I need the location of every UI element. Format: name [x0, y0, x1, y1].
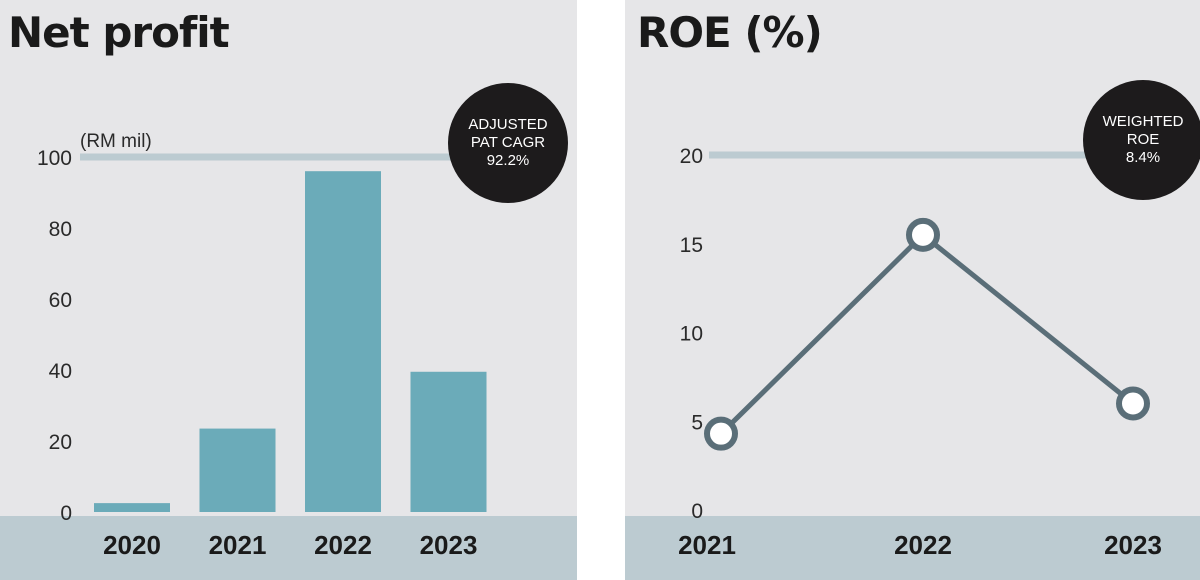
- x-tick-label: 2021: [678, 530, 736, 560]
- bar-2022: [305, 171, 381, 512]
- y-tick-label: 0: [60, 502, 72, 525]
- roe-line-chart: 0 5 10 15 20 2021 2022 2023: [678, 145, 1162, 560]
- bar-2023: [410, 371, 487, 512]
- badge-line-1: ADJUSTED: [468, 116, 548, 133]
- y-tick-label: 100: [37, 147, 72, 170]
- point-2022: [906, 217, 940, 252]
- net-profit-unit-label: (RM mil): [80, 131, 152, 152]
- badge-value: 8.4%: [1125, 149, 1161, 166]
- x-tick-label: 2020: [103, 530, 161, 560]
- adjusted-pat-cagr-badge: ADJUSTED PAT CAGR 92.2%: [448, 83, 568, 203]
- y-tick-label: 20: [680, 145, 703, 168]
- roe-x-axis-band: [625, 516, 1200, 580]
- x-tick-label: 2022: [894, 530, 952, 560]
- x-tick-label: 2023: [1104, 530, 1162, 560]
- y-tick-label: 15: [680, 234, 703, 257]
- point-2023: [1116, 386, 1150, 421]
- y-tick-label: 40: [49, 360, 72, 383]
- y-tick-label: 20: [49, 431, 72, 454]
- net-profit-x-axis-band: [0, 516, 577, 580]
- net-profit-bars: [94, 171, 487, 512]
- x-tick-label: 2021: [209, 530, 267, 560]
- weighted-roe-badge: WEIGHTED ROE 8.4%: [1083, 80, 1200, 200]
- badge-line-2: ROE: [1126, 131, 1160, 148]
- net-profit-x-axis: 2020 2021 2022 2023: [103, 530, 477, 560]
- point-2021: [704, 416, 738, 451]
- roe-series-line: [719, 231, 1135, 436]
- net-profit-title: Net profit: [8, 8, 230, 57]
- y-tick-label: 80: [49, 218, 72, 241]
- bar-2020: [94, 503, 170, 512]
- y-tick-label: 10: [680, 323, 703, 346]
- y-tick-label: 5: [691, 411, 703, 434]
- roe-points: [704, 217, 1150, 451]
- net-profit-y-axis: 0 20 40 60 80 100: [37, 147, 72, 525]
- bar-2021: [199, 428, 276, 512]
- y-tick-label: 0: [691, 500, 703, 523]
- x-tick-label: 2022: [314, 530, 372, 560]
- net-profit-panel: Net profit (RM mil) 0 20 40 60 80 100 2020 202…: [0, 0, 577, 580]
- y-tick-label: 60: [49, 289, 72, 312]
- roe-y-axis: 0 5 10 15 20: [680, 145, 703, 523]
- badge-line-2: PAT CAGR: [470, 134, 546, 151]
- badge-value: 92.2%: [486, 152, 530, 169]
- roe-title: ROE (%): [637, 8, 823, 57]
- x-tick-label: 2023: [420, 530, 478, 560]
- badge-line-1: WEIGHTED: [1102, 113, 1184, 130]
- roe-x-axis: 2021 2022 2023: [678, 530, 1162, 560]
- roe-panel: ROE (%) 0 5 10 15 20 2021 2022 2023 WEIGHTED R…: [625, 0, 1200, 580]
- net-profit-bar-chart: (RM mil) 0 20 40 60 80 100 2020 2021 2022 2023: [37, 131, 487, 560]
